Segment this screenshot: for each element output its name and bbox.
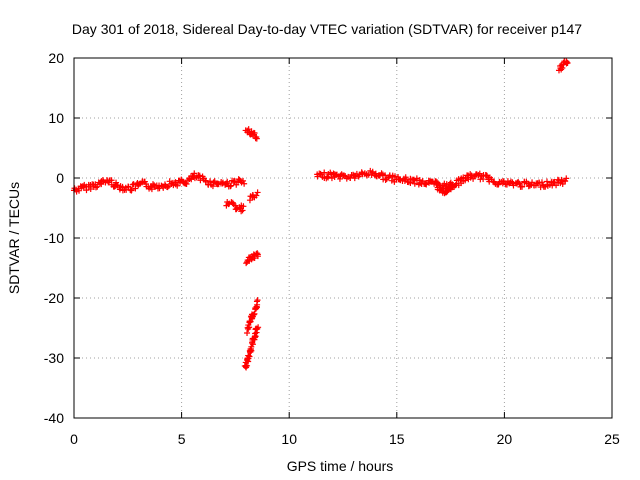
data-point [563,175,570,182]
grid-lines [74,58,612,418]
y-axis-label: SDTVAR / TECUs [6,182,22,294]
data-point [227,183,234,190]
data-marks [70,58,571,371]
x-tick-label: 20 [497,431,513,447]
data-point [254,297,261,304]
data-point [87,186,94,193]
series-5 [246,189,261,204]
data-point [209,183,216,190]
data-point [251,130,258,137]
y-tick-label: 0 [56,170,64,186]
y-tick-label: -40 [44,410,64,426]
data-point [324,173,331,180]
data-point [254,250,261,257]
data-point [239,207,246,214]
x-tick-label: 0 [70,431,78,447]
data-point [434,180,441,187]
data-point [254,189,261,196]
series-3 [223,198,247,215]
data-point [378,170,385,177]
data-point [196,172,203,179]
data-point [518,183,525,190]
data-point [92,184,99,191]
data-point [251,310,258,317]
data-point [328,175,335,182]
data-point [538,179,545,186]
data-point [321,169,328,176]
data-point [559,64,566,71]
data-point [449,182,456,189]
chart-title: Day 301 of 2018, Sidereal Day-to-day VTE… [72,21,582,37]
data-point [132,185,139,192]
x-tick-label: 5 [178,431,186,447]
data-point [224,178,231,185]
data-point [391,173,398,180]
data-point [433,181,440,188]
series-2 [432,178,456,197]
data-point [228,182,235,189]
data-point [231,178,238,185]
data-point [244,329,251,336]
data-point [551,178,558,185]
data-point [254,251,261,258]
data-point [240,203,247,210]
series-4 [242,126,260,142]
data-point [243,260,250,267]
data-point [250,311,257,318]
series-0 [70,170,248,195]
data-point [246,353,253,360]
data-point [128,186,135,193]
data-point [164,184,171,191]
data-point [564,60,571,67]
data-point [174,182,181,189]
data-point [125,183,132,190]
data-point [191,170,198,177]
data-point [244,362,251,369]
y-tick-label: 20 [48,50,64,66]
series-9 [555,58,571,74]
data-point [94,183,101,190]
data-point [563,59,570,66]
x-axis-label: GPS time / hours [287,458,394,474]
data-point [76,187,83,194]
y-tick-label: 10 [48,110,64,126]
y-tick-label: -20 [44,290,64,306]
data-point [254,325,261,332]
series-6 [243,250,261,267]
data-point [240,177,247,184]
data-point [253,192,260,199]
x-tick-label: 10 [281,431,297,447]
data-point [148,186,155,193]
y-tick-label: -10 [44,230,64,246]
y-tick-label: -30 [44,350,64,366]
data-point [241,180,248,187]
series-8 [241,324,262,371]
data-point [253,133,260,140]
data-point [411,180,418,187]
data-point [210,179,217,186]
x-tick-label: 25 [604,431,620,447]
x-tick-label: 15 [389,431,405,447]
data-point [410,176,417,183]
data-point [183,180,190,187]
series-7 [244,297,261,336]
axis-ticks: 0 5 10 15 20 25 -40 -30 -20 -10 0 10 20 [44,50,620,447]
